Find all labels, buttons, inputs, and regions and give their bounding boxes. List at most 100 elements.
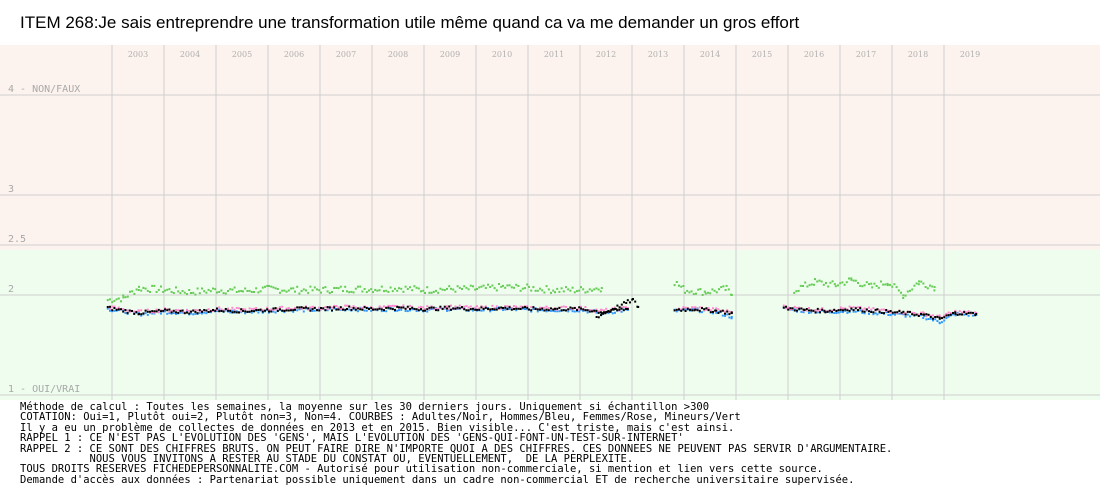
data-point [363, 309, 366, 312]
data-point [348, 305, 351, 308]
data-point [406, 305, 409, 308]
data-point [956, 312, 959, 315]
data-point [201, 287, 203, 290]
data-point [603, 311, 605, 314]
data-point [311, 308, 314, 311]
data-point [848, 311, 851, 314]
data-point [513, 305, 515, 308]
data-point [305, 306, 307, 309]
data-point [600, 287, 603, 289]
data-point [800, 307, 803, 310]
data-point [461, 288, 463, 290]
data-point [261, 286, 264, 289]
data-point [726, 313, 729, 316]
data-point [896, 311, 899, 314]
data-point [398, 309, 400, 312]
data-point [129, 290, 131, 293]
data-point [952, 313, 954, 316]
data-point [162, 309, 165, 312]
data-point [292, 310, 295, 313]
data-point [519, 289, 522, 292]
data-point [493, 308, 496, 311]
data-point [972, 311, 974, 314]
data-point [476, 305, 478, 308]
data-point [603, 309, 605, 312]
data-point [802, 285, 804, 287]
data-point [122, 309, 125, 312]
data-point [383, 290, 385, 293]
data-point [212, 309, 214, 311]
data-point [947, 311, 950, 314]
data-point [391, 290, 394, 293]
data-point [151, 284, 154, 287]
data-point [212, 287, 214, 290]
data-point [458, 307, 461, 310]
data-point [803, 309, 806, 311]
data-point [248, 289, 251, 292]
data-point [873, 282, 876, 285]
data-point [558, 290, 561, 293]
data-point [880, 308, 883, 311]
data-point [859, 309, 862, 312]
data-point [396, 305, 399, 308]
data-point [115, 298, 118, 301]
data-point [816, 309, 819, 312]
data-point [430, 308, 433, 310]
data-point [432, 306, 435, 309]
data-point [493, 307, 496, 310]
data-point [300, 290, 303, 292]
data-point [530, 309, 533, 312]
data-point [489, 286, 492, 288]
data-point [911, 288, 914, 291]
data-point [839, 310, 842, 313]
data-point [422, 309, 425, 312]
y-tick-label: 2 [8, 284, 15, 295]
data-point [578, 306, 581, 309]
data-point [796, 309, 798, 312]
data-point [796, 306, 798, 309]
data-point [446, 309, 448, 312]
data-point [552, 308, 555, 311]
data-point [941, 321, 943, 324]
data-point [528, 308, 530, 311]
data-point [385, 306, 388, 309]
data-point [678, 308, 680, 311]
data-point [474, 306, 477, 309]
data-point [936, 314, 939, 317]
data-point [138, 311, 140, 314]
data-point [854, 279, 857, 282]
data-point [698, 306, 701, 309]
data-point [889, 283, 891, 286]
data-point [231, 288, 234, 291]
data-point [502, 307, 504, 309]
data-point [361, 308, 364, 311]
data-point [943, 319, 946, 322]
data-point [160, 312, 162, 315]
data-point [480, 309, 483, 312]
data-point [543, 309, 546, 312]
data-point [411, 308, 414, 311]
data-point [467, 306, 470, 309]
data-point [691, 306, 694, 309]
data-point [941, 317, 943, 320]
data-point [929, 314, 932, 317]
data-point [218, 308, 221, 311]
data-point [721, 314, 724, 317]
data-point [111, 309, 114, 312]
data-point [207, 308, 210, 311]
data-point [802, 311, 805, 314]
data-point [931, 285, 934, 288]
data-point [135, 311, 138, 314]
data-point [469, 308, 472, 311]
data-point [146, 313, 149, 316]
data-point [558, 310, 561, 313]
data-point [274, 307, 277, 310]
data-point [201, 312, 203, 315]
data-point [357, 310, 359, 313]
data-point [793, 291, 796, 294]
data-point [146, 308, 149, 311]
data-point [398, 287, 400, 290]
data-point [545, 285, 548, 288]
data-point [454, 290, 457, 293]
y-tick-label: 3 [8, 184, 15, 195]
